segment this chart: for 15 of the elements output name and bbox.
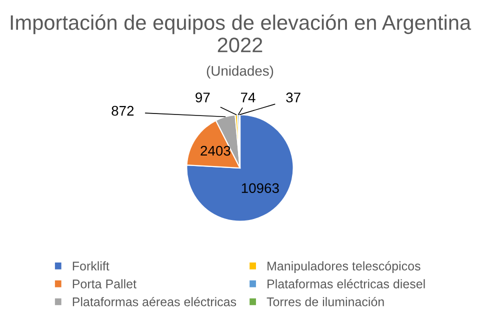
legend-label: Porta Pallet bbox=[72, 279, 136, 288]
legend-label: Plataformas eléctricas diesel bbox=[268, 279, 425, 288]
data-label: 74 bbox=[240, 92, 256, 102]
chart-title: Importación de equipos de elevación en Argentina 2022 bbox=[10, 14, 472, 52]
legend-label: Manipuladores telescópicos bbox=[268, 261, 420, 273]
data-label: 97 bbox=[196, 92, 210, 102]
legend-label: Torres de iluminación bbox=[266, 296, 384, 306]
data-label: 872 bbox=[112, 106, 134, 116]
chart-subtitle: (Unidades) bbox=[206, 66, 274, 79]
data-label: 10963 bbox=[242, 183, 279, 194]
data-label: 2403 bbox=[200, 146, 230, 156]
pie-slice bbox=[186, 114, 294, 222]
data-label: 37 bbox=[286, 92, 300, 102]
legend-label: Plataformas aéreas eléctricas bbox=[72, 296, 236, 306]
legend-label: Forklift bbox=[72, 261, 110, 270]
